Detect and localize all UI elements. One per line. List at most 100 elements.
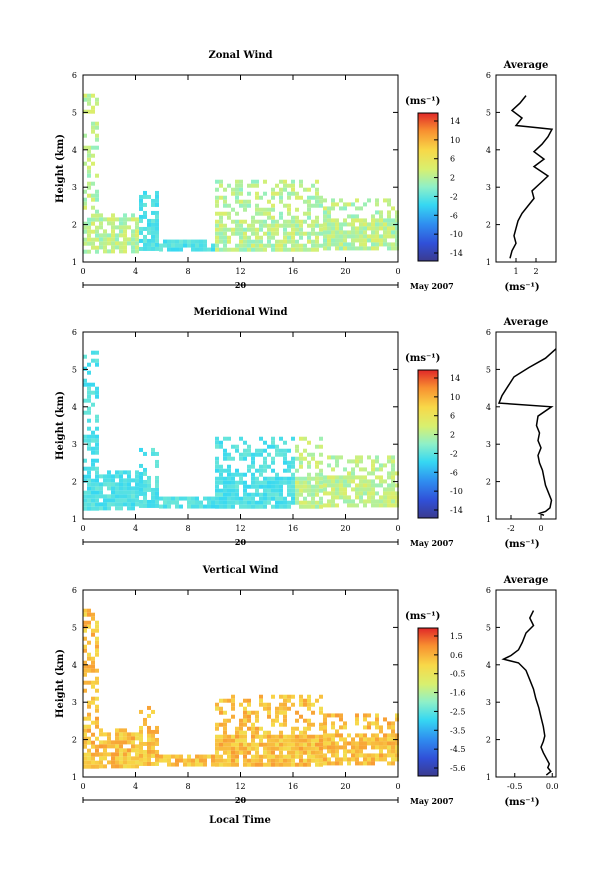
heatmap-cell — [243, 219, 247, 224]
heatmap-cell — [351, 234, 355, 239]
heatmap-cell — [267, 500, 271, 505]
heatmap-cell — [155, 495, 159, 500]
heatmap-cell — [379, 463, 383, 468]
heatmap-cell — [335, 246, 339, 251]
heatmap-cell — [187, 758, 191, 763]
heatmap-cell — [87, 165, 91, 170]
heatmap-cell — [355, 459, 359, 464]
heatmap-cell — [111, 233, 115, 238]
heatmap-cell — [371, 483, 375, 488]
heatmap-cell — [91, 145, 95, 150]
heatmap-cell — [363, 479, 367, 484]
heatmap-cell — [371, 218, 375, 223]
heatmap-cell — [347, 483, 351, 488]
heatmap-cell — [215, 444, 219, 449]
heatmap-cell — [87, 233, 91, 238]
heatmap-cell — [255, 492, 259, 497]
heatmap-cell — [331, 733, 335, 738]
heatmap-cell — [243, 203, 247, 208]
heatmap-cell — [351, 230, 355, 235]
heatmap-cell — [271, 440, 275, 445]
avg-profile-line — [509, 95, 554, 259]
heatmap-cell — [255, 219, 259, 224]
heatmap-cell — [95, 668, 99, 673]
avg-x-tick-label: -2 — [507, 524, 515, 533]
heatmap-cell — [151, 230, 155, 235]
avg-y-tick-label: 3 — [486, 440, 491, 449]
heatmap-cell — [363, 761, 367, 766]
heatmap-cell — [215, 223, 219, 228]
heatmap-cell — [99, 233, 103, 238]
heatmap-cell — [279, 762, 283, 767]
heatmap-cell — [243, 500, 247, 505]
heatmap-cell — [87, 478, 91, 483]
heatmap-cell — [359, 487, 363, 492]
heatmap-cell — [359, 749, 363, 754]
heatmap-cell — [239, 722, 243, 727]
heatmap-cell — [239, 199, 243, 204]
heatmap-cell — [383, 226, 387, 231]
heatmap-cell — [111, 474, 115, 479]
heatmap-cell — [319, 231, 323, 236]
heatmap-cell — [271, 694, 275, 699]
heatmap-cell — [239, 730, 243, 735]
heatmap-cell — [391, 503, 395, 508]
heatmap-cell — [339, 487, 343, 492]
heatmap-cell — [259, 734, 263, 739]
heatmap-cell — [391, 234, 395, 239]
heatmap-cell — [387, 491, 391, 496]
heatmap-cell — [203, 496, 207, 501]
heatmap-cell — [91, 732, 95, 737]
heatmap-cell — [239, 223, 243, 228]
heatmap-cell — [319, 444, 323, 449]
heatmap-cell — [247, 726, 251, 731]
heatmap-cell — [99, 502, 103, 507]
heatmap-cell — [367, 495, 371, 500]
heatmap-cell — [295, 750, 299, 755]
heatmap-cell — [103, 498, 107, 503]
heatmap-cell — [259, 436, 263, 441]
heatmap-cell — [111, 221, 115, 226]
heatmap-cell — [247, 247, 251, 252]
heatmap-cell — [95, 466, 99, 471]
heatmap-cell — [87, 620, 91, 625]
heatmap-cell — [379, 210, 383, 215]
heatmap-cell — [259, 702, 263, 707]
heatmap-cell — [251, 742, 255, 747]
heatmap-cell — [279, 488, 283, 493]
heatmap-cell — [231, 738, 235, 743]
heatmap-cell — [191, 243, 195, 248]
heatmap-cell — [103, 764, 107, 769]
heatmap-cell — [323, 479, 327, 484]
heatmap-cell — [103, 241, 107, 246]
heatmap-cell — [315, 758, 319, 763]
colorbar-tick-label: -10 — [450, 230, 463, 239]
heatmap-cell — [235, 191, 239, 196]
heatmap-cell — [303, 476, 307, 481]
heatmap-cell — [335, 753, 339, 758]
heatmap-cell — [367, 222, 371, 227]
heatmap-cell — [139, 499, 143, 504]
heatmap-cell — [219, 504, 223, 509]
heatmap-cell — [247, 702, 251, 707]
heatmap-cell — [379, 214, 383, 219]
heatmap-cell — [271, 484, 275, 489]
heatmap-cell — [371, 499, 375, 504]
heatmap-cell — [395, 717, 399, 722]
heatmap-cell — [391, 725, 395, 730]
heatmap-cell — [155, 238, 159, 243]
heatmap-cell — [131, 732, 135, 737]
heatmap-cell — [303, 762, 307, 767]
heatmap-cell — [215, 738, 219, 743]
heatmap-cell — [135, 221, 139, 226]
heatmap-cell — [235, 746, 239, 751]
heatmap-cell — [387, 745, 391, 750]
heatmap-cell — [351, 226, 355, 231]
colorbar — [417, 369, 439, 519]
heatmap-cell — [335, 242, 339, 247]
heatmap-cell — [295, 754, 299, 759]
heatmap-cell — [243, 227, 247, 232]
heatmap-cell — [155, 222, 159, 227]
heatmap-cell — [203, 758, 207, 763]
heatmap-cell — [99, 482, 103, 487]
